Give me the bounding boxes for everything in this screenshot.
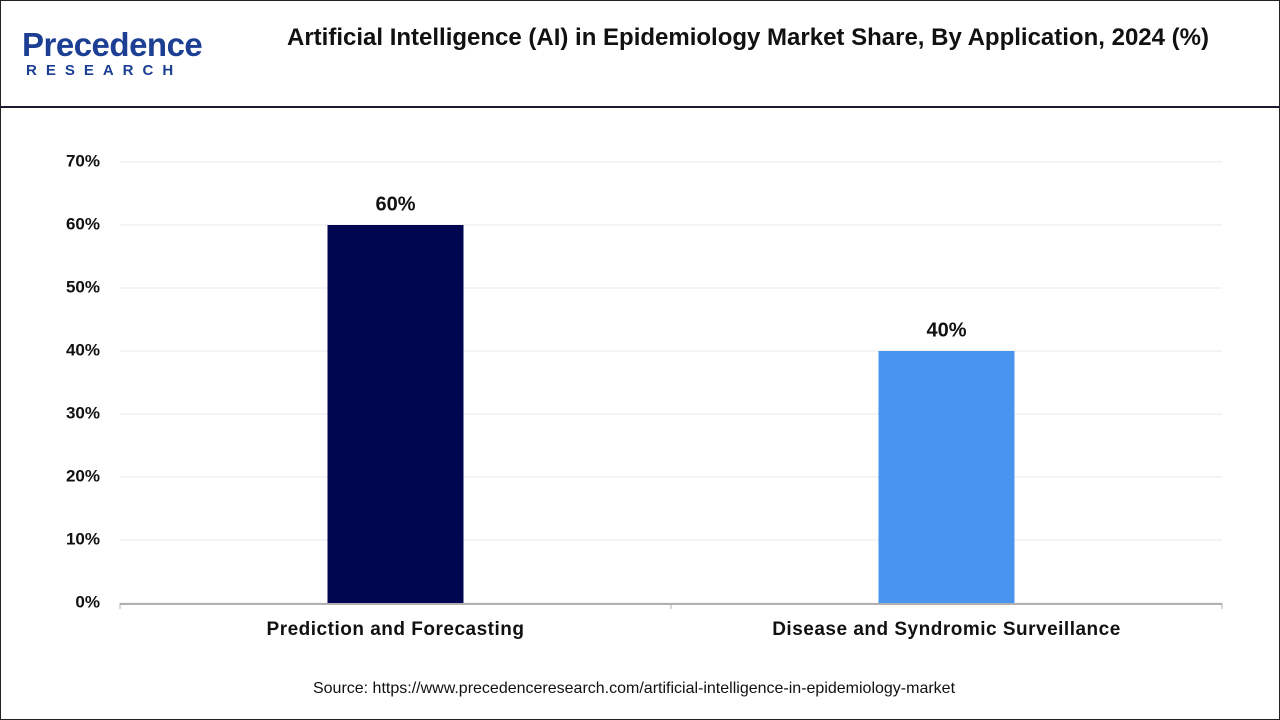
bar	[878, 351, 1015, 603]
data-label: 40%	[926, 319, 966, 341]
data-label: 60%	[375, 193, 415, 215]
chart-title: Artificial Intelligence (AI) in Epidemio…	[287, 24, 1209, 51]
header: Precedence RESEARCH Artificial Intellige…	[0, 0, 1280, 108]
y-tick-label: 30%	[66, 403, 100, 422]
x-tick-label: Prediction and Forecasting	[267, 619, 525, 640]
y-tick-label: 60%	[66, 214, 100, 233]
y-tick-label: 50%	[66, 277, 100, 296]
y-tick-label: 20%	[66, 466, 100, 485]
source: Source: https://www.precedenceresearch.c…	[313, 680, 956, 697]
y-tick-label: 0%	[75, 592, 100, 611]
y-tick-label: 10%	[66, 529, 100, 548]
bar	[327, 225, 464, 603]
y-tick-label: 70%	[66, 151, 100, 170]
logo-sub: RESEARCH	[26, 62, 183, 79]
logo-name: Precedence	[22, 26, 203, 63]
x-tick-label: Disease and Syndromic Surveillance	[772, 619, 1121, 640]
y-tick-label: 40%	[66, 340, 100, 359]
